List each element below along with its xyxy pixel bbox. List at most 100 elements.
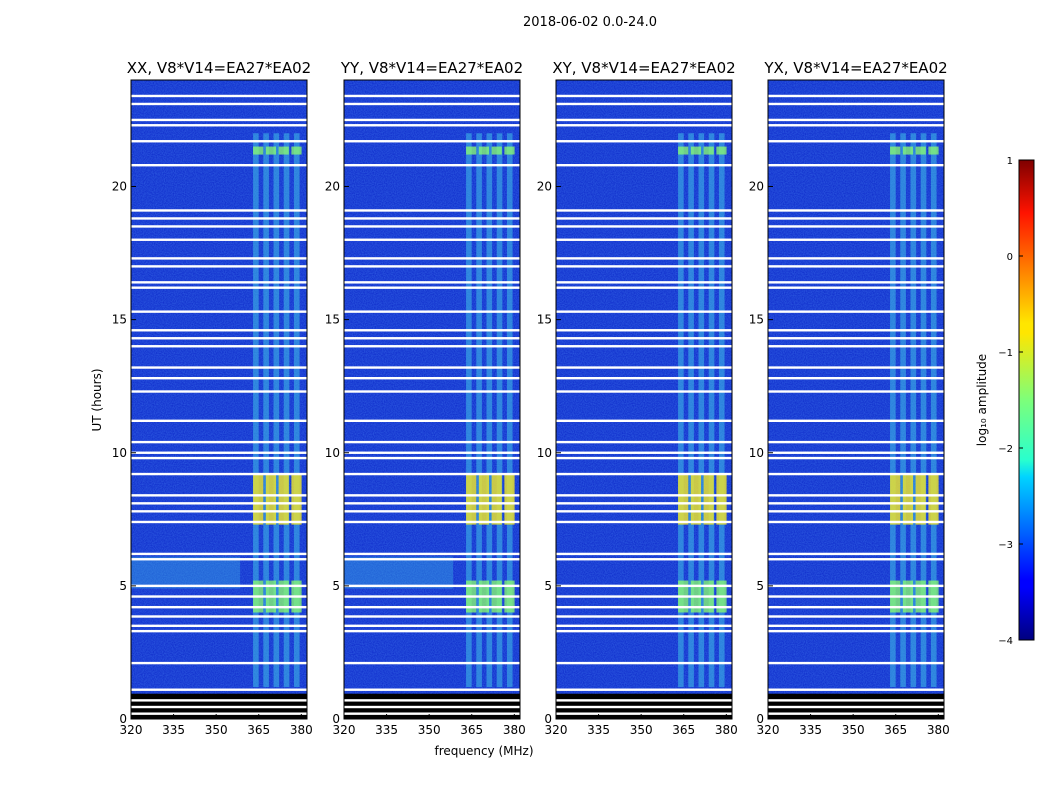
band-stripe	[283, 133, 290, 688]
rfi-block	[703, 146, 714, 155]
rfi-block	[890, 146, 901, 155]
flagged-row	[556, 558, 732, 561]
flagged-row	[131, 688, 307, 691]
rfi-block	[504, 474, 515, 525]
flagged-row	[556, 124, 732, 127]
flagged-row	[344, 94, 520, 98]
flagged-row	[556, 595, 732, 598]
y-tick-label: 5	[332, 579, 340, 593]
flagged-row	[768, 595, 944, 598]
flagged-row	[556, 584, 732, 588]
flagged-row	[768, 699, 944, 702]
flagged-row	[131, 451, 307, 454]
x-tick-label: 380	[927, 723, 950, 737]
flagged-row	[131, 102, 307, 106]
band-stripe	[698, 133, 705, 688]
flagged-row	[768, 456, 944, 460]
flagged-row	[768, 377, 944, 380]
flagged-row	[131, 390, 307, 393]
x-tick-label: 350	[205, 723, 228, 737]
flagged-row	[768, 712, 944, 715]
flagged-row	[131, 502, 307, 505]
rfi-block	[478, 474, 490, 525]
rfi-block	[915, 474, 926, 525]
flagged-row	[556, 94, 732, 98]
rfi-block	[265, 474, 277, 525]
rfi-block	[265, 146, 277, 155]
y-tick-label: 0	[756, 712, 764, 726]
flagged-row	[768, 472, 944, 476]
flagged-row	[344, 451, 520, 454]
flagged-row	[344, 310, 520, 313]
flagged-row	[131, 584, 307, 588]
flagged-row	[344, 705, 520, 709]
y-tick-label: 15	[749, 313, 764, 327]
flagged-row	[344, 558, 520, 561]
x-tick-label: 350	[842, 723, 865, 737]
flagged-row	[344, 140, 520, 143]
band-stripe	[273, 133, 280, 688]
rfi-block	[678, 474, 689, 525]
flagged-row	[556, 705, 732, 709]
flagged-row	[131, 472, 307, 476]
flagged-row	[344, 419, 520, 422]
flagged-row	[131, 440, 307, 444]
flagged-row	[131, 225, 307, 228]
flagged-row	[344, 440, 520, 444]
panel-3: XY, V8*V14=EA27*EA02 320 335 350 365 380 0 5 10 1…	[537, 59, 738, 737]
flagged-row	[556, 699, 732, 702]
x-tick-label: 320	[757, 723, 780, 737]
flagged-row	[344, 629, 520, 633]
band-stripe	[486, 133, 493, 688]
flagged-row	[131, 712, 307, 715]
flagged-row	[131, 265, 307, 268]
flagged-row	[556, 605, 732, 609]
flagged-row	[131, 124, 307, 127]
rfi-block	[915, 146, 926, 155]
x-axis-label: frequency (MHz)	[434, 744, 533, 758]
rfi-block	[466, 146, 477, 155]
band-stripe	[920, 133, 927, 688]
flagged-row	[556, 102, 732, 106]
flagged-row	[131, 286, 307, 289]
colorbar-tick-label: −4	[998, 636, 1013, 647]
flagged-row	[344, 124, 520, 127]
rfi-block	[928, 474, 939, 525]
band-stripe	[263, 133, 269, 688]
flagged-row	[131, 419, 307, 422]
flagged-row	[556, 552, 732, 556]
flagged-row	[344, 472, 520, 476]
flagged-row	[344, 265, 520, 268]
flagged-row	[768, 217, 944, 220]
flagged-row	[556, 419, 732, 422]
flagged-row	[768, 605, 944, 609]
rfi-block	[253, 146, 264, 155]
rfi-block	[291, 474, 302, 525]
flagged-row	[768, 451, 944, 454]
panel-frame	[343, 79, 521, 720]
flagged-row	[556, 286, 732, 289]
panels: XX, V8*V14=EA27*EA02 320 335 350 365 380 0 5 10 1…	[112, 59, 950, 737]
band-stripe	[708, 133, 715, 688]
x-tick-label: 365	[672, 723, 695, 737]
x-tick-label: 320	[333, 723, 356, 737]
flagged-row	[768, 257, 944, 260]
flagged-row	[556, 502, 732, 505]
panel-2: YY, V8*V14=EA27*EA02 320 335 350 365 380 0 5 10 1…	[325, 59, 526, 737]
flagged-row	[768, 552, 944, 556]
flagged-row	[768, 390, 944, 393]
flagged-row	[768, 238, 944, 241]
flagged-row	[556, 366, 732, 369]
band-stripe	[930, 133, 937, 688]
flagged-row	[344, 688, 520, 691]
colorbar-label: log₁₀ amplitude	[975, 354, 989, 446]
x-tick-label: 320	[545, 723, 568, 737]
flagged-row	[768, 510, 944, 513]
flagged-row	[556, 451, 732, 454]
x-tick-label: 350	[418, 723, 441, 737]
panel-frame	[130, 79, 308, 720]
colorbar-tick-label: −1	[998, 348, 1013, 359]
flagged-row	[768, 440, 944, 444]
y-tick-label: 15	[537, 313, 552, 327]
figure-title: 2018-06-02 0.0-24.0	[523, 15, 657, 30]
